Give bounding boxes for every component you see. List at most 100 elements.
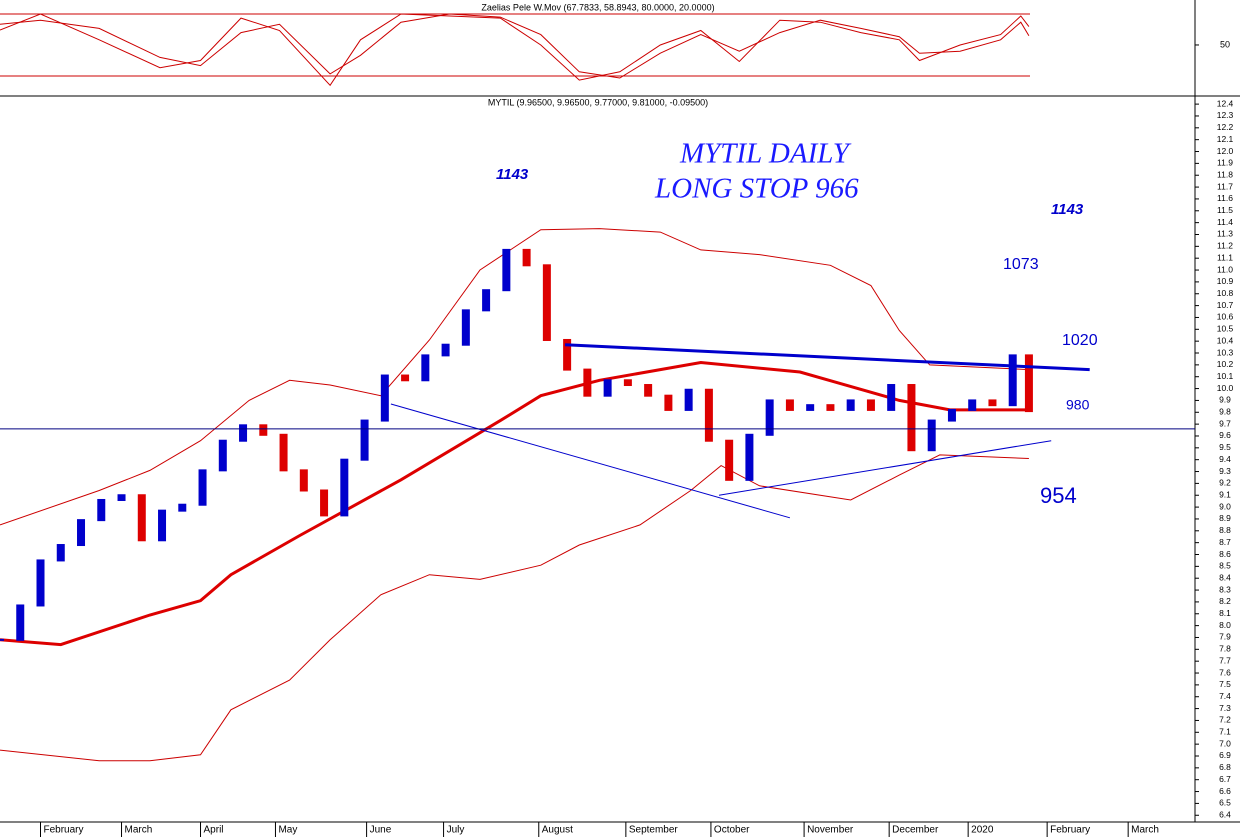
y-tick-label: 11.5 bbox=[1217, 205, 1233, 215]
annotation: 980 bbox=[1066, 397, 1090, 413]
candle bbox=[704, 388, 713, 442]
annotation: 1020 bbox=[1062, 332, 1098, 349]
candle bbox=[968, 399, 977, 411]
y-tick-label: 11.0 bbox=[1217, 264, 1233, 274]
y-tick-label: 12.0 bbox=[1217, 146, 1234, 156]
y-tick-label: 10.5 bbox=[1217, 324, 1234, 334]
candle bbox=[461, 309, 470, 346]
y-tick-label: 9.3 bbox=[1219, 466, 1231, 476]
x-tick-label: December bbox=[892, 825, 939, 836]
candle bbox=[684, 388, 693, 411]
y-tick-label: 8.7 bbox=[1219, 537, 1231, 547]
y-tick-label: 6.5 bbox=[1219, 798, 1231, 808]
indicator-title: Zaelias Pele W.Mov (67.7833, 58.8943, 80… bbox=[481, 2, 714, 12]
y-tick-label: 10.2 bbox=[1217, 359, 1234, 369]
annotation: 1143 bbox=[1051, 201, 1084, 218]
candle bbox=[542, 264, 551, 341]
y-tick-label: 11.2 bbox=[1217, 241, 1233, 251]
y-tick-label: 6.8 bbox=[1219, 762, 1231, 772]
y-tick-label: 10.1 bbox=[1217, 371, 1234, 381]
y-tick-label: 7.9 bbox=[1219, 632, 1231, 642]
candle bbox=[360, 419, 369, 461]
price-title: MYTIL (9.96500, 9.96500, 9.77000, 9.8100… bbox=[488, 97, 708, 107]
y-tick-label: 50 bbox=[1220, 39, 1230, 49]
y-tick-label: 7.7 bbox=[1219, 655, 1231, 665]
x-tick-label: February bbox=[44, 825, 84, 836]
x-tick-label: May bbox=[278, 825, 297, 836]
y-tick-label: 8.5 bbox=[1219, 561, 1231, 571]
x-tick-label: June bbox=[370, 825, 392, 836]
y-tick-label: 7.5 bbox=[1219, 679, 1231, 689]
y-tick-label: 8.0 bbox=[1219, 620, 1231, 630]
candle bbox=[583, 368, 592, 397]
y-tick-label: 10.3 bbox=[1217, 347, 1234, 357]
y-tick-label: 8.2 bbox=[1219, 596, 1231, 606]
y-tick-label: 7.2 bbox=[1219, 715, 1231, 725]
overlay-line bbox=[0, 228, 1029, 526]
x-tick-label: October bbox=[714, 825, 750, 836]
y-tick-label: 10.9 bbox=[1217, 276, 1234, 286]
annotation: 954 bbox=[1040, 483, 1077, 508]
candle bbox=[0, 638, 4, 641]
y-tick-label: 8.3 bbox=[1219, 584, 1231, 594]
y-tick-label: 11.9 bbox=[1217, 158, 1233, 168]
y-tick-label: 8.4 bbox=[1219, 572, 1231, 582]
candle bbox=[502, 248, 511, 292]
candle bbox=[279, 433, 288, 472]
annotation: 1143 bbox=[496, 166, 529, 183]
y-tick-label: 11.7 bbox=[1217, 181, 1233, 191]
y-tick-label: 9.9 bbox=[1219, 395, 1231, 405]
candle bbox=[259, 424, 268, 436]
y-tick-label: 9.5 bbox=[1219, 442, 1231, 452]
candle bbox=[482, 289, 491, 312]
candle bbox=[887, 384, 896, 411]
y-tick-label: 11.6 bbox=[1217, 193, 1233, 203]
y-tick-label: 10.8 bbox=[1217, 288, 1234, 298]
y-tick-label: 6.4 bbox=[1219, 810, 1231, 820]
candle bbox=[725, 439, 734, 481]
candle bbox=[1008, 354, 1017, 407]
x-tick-label: July bbox=[447, 825, 465, 836]
x-tick-label: February bbox=[1050, 825, 1090, 836]
annotation: MYTIL DAILY bbox=[679, 138, 852, 170]
y-tick-label: 12.1 bbox=[1217, 134, 1234, 144]
overlay-line bbox=[0, 454, 1029, 762]
y-tick-label: 9.1 bbox=[1219, 489, 1231, 499]
overlay-line bbox=[0, 360, 1029, 647]
y-tick-label: 10.7 bbox=[1217, 300, 1234, 310]
y-tick-label: 10.0 bbox=[1217, 383, 1234, 393]
y-tick-label: 9.6 bbox=[1219, 430, 1231, 440]
y-tick-label: 7.6 bbox=[1219, 667, 1231, 677]
x-tick-label: March bbox=[1131, 825, 1159, 836]
candle bbox=[117, 494, 126, 501]
candle bbox=[1024, 354, 1033, 413]
y-tick-label: 9.7 bbox=[1219, 418, 1231, 428]
candle bbox=[299, 469, 308, 492]
trendline bbox=[718, 440, 1052, 496]
candle bbox=[745, 433, 754, 481]
candle bbox=[178, 503, 187, 512]
x-tick-label: November bbox=[807, 825, 854, 836]
y-tick-label: 9.4 bbox=[1219, 454, 1231, 464]
candle bbox=[846, 399, 855, 411]
candle bbox=[77, 519, 86, 547]
candle bbox=[907, 384, 916, 452]
candle bbox=[380, 374, 389, 422]
x-tick-label: 2020 bbox=[971, 825, 994, 836]
candle bbox=[158, 509, 167, 542]
y-tick-label: 9.8 bbox=[1219, 407, 1231, 417]
candle bbox=[56, 544, 65, 562]
y-tick-label: 7.8 bbox=[1219, 644, 1231, 654]
candle bbox=[765, 399, 774, 436]
y-tick-label: 6.9 bbox=[1219, 750, 1231, 760]
y-tick-label: 8.6 bbox=[1219, 549, 1231, 559]
candle bbox=[97, 498, 106, 522]
y-tick-label: 12.4 bbox=[1217, 98, 1234, 108]
candle bbox=[218, 439, 227, 472]
candle bbox=[603, 379, 612, 397]
y-tick-label: 11.8 bbox=[1217, 169, 1233, 179]
y-tick-label: 10.6 bbox=[1217, 312, 1234, 322]
y-tick-label: 9.0 bbox=[1219, 501, 1231, 511]
candle bbox=[927, 419, 936, 452]
